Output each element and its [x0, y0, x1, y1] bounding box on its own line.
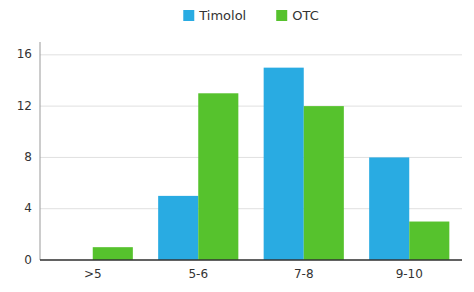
y-tick-label: 16: [17, 47, 32, 61]
x-tick-label: 5-6: [188, 267, 208, 281]
grid-line: [40, 106, 462, 107]
x-axis-line: [40, 259, 462, 261]
grid-line: [40, 54, 462, 55]
x-tick-label: 7-8: [294, 267, 314, 281]
bar: [304, 106, 344, 260]
x-tick-label: >5: [84, 267, 102, 281]
chart-container: 0 4 8 12 16 >5 5-6 7-8 9-10 Timolol OTC: [0, 0, 474, 292]
legend-swatch: [276, 10, 287, 21]
y-tick-label: 4: [24, 201, 32, 215]
bar: [198, 93, 238, 260]
bar: [93, 247, 133, 260]
bar: [158, 196, 198, 260]
legend: Timolol OTC: [183, 8, 318, 23]
y-axis-line: [40, 42, 41, 260]
x-tick-label: 9-10: [396, 267, 423, 281]
chart: 0 4 8 12 16 >5 5-6 7-8 9-10 Timolol OTC: [0, 0, 474, 292]
bars: [93, 68, 450, 260]
legend-label: Timolol: [198, 8, 246, 23]
bar: [369, 157, 409, 260]
bar: [409, 222, 449, 260]
y-tick-label: 12: [17, 99, 32, 113]
legend-label: OTC: [292, 8, 319, 23]
grid-line: [40, 260, 462, 261]
grid: [40, 55, 462, 260]
bar: [264, 68, 304, 260]
y-tick-label: 0: [24, 253, 32, 267]
legend-swatch: [183, 10, 194, 21]
y-tick-label: 8: [24, 150, 32, 164]
